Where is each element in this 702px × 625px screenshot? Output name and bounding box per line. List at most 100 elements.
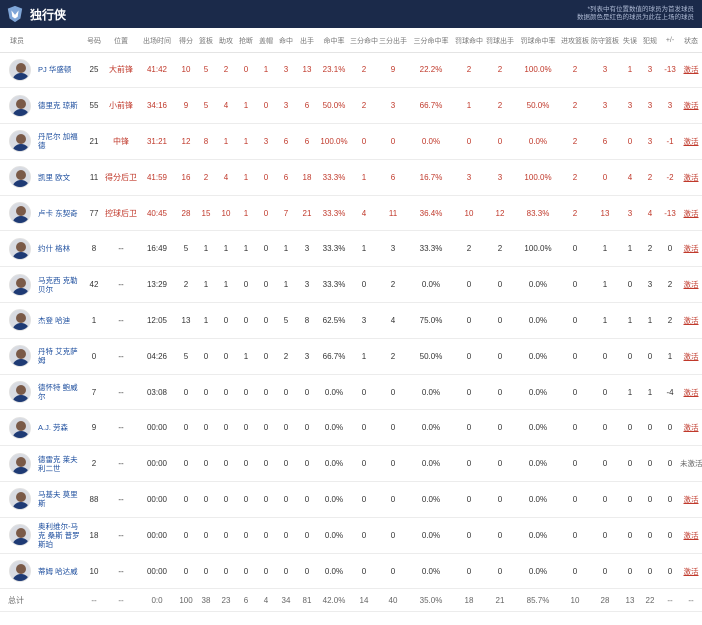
table-row[interactable]: 杰登 哈迪 1 -- 12:05 13 1 0 0 0 5 8 62.5% 3 4 75.0% 0 0 0.0% 0…: [0, 302, 702, 339]
player-name-link[interactable]: PJ 华盛顿: [38, 65, 72, 75]
player-name-link[interactable]: 德怀特 鲍威尔: [38, 383, 78, 402]
column-header[interactable]: 防守篮板: [590, 30, 620, 53]
status-badge[interactable]: 激活: [680, 302, 702, 339]
stat-fta: 0: [484, 266, 516, 304]
player-avatar[interactable]: [9, 345, 31, 368]
stat-position: --: [104, 338, 138, 375]
column-header[interactable]: 命中: [276, 30, 296, 53]
status-badge[interactable]: 激活: [680, 481, 702, 518]
player-avatar[interactable]: [9, 416, 31, 439]
status-badge[interactable]: 激活: [680, 52, 702, 89]
player-name-link[interactable]: 凯里 欧文: [38, 172, 71, 182]
player-name-link[interactable]: A.J. 劳森: [38, 423, 69, 433]
player-name-link[interactable]: 奥利维尔-马克 桑斯 普罗斯珀: [38, 521, 80, 549]
player-name-link[interactable]: 丹特 艾克萨姆: [38, 347, 78, 366]
status-badge[interactable]: 未激活: [680, 445, 702, 483]
player-name-link[interactable]: 马克西 克勒贝尔: [38, 275, 78, 294]
table-row[interactable]: A.J. 劳森 9 -- 00:00 0 0 0 0 0 0 0 0.0% 0 0 0.0% 0 0 0.0% 0 0…: [0, 409, 702, 447]
table-row[interactable]: 凯里 欧文 11 得分后卫 41:59 16 2 4 1 0 6 18 33.3% 1 6 16.7% 3 3 1…: [0, 159, 702, 196]
player-avatar[interactable]: [9, 524, 31, 547]
player-name-link[interactable]: 德里克 琼斯: [38, 101, 78, 111]
stat-pts: 2: [176, 266, 196, 304]
stat-fta: 0: [484, 374, 516, 411]
player-avatar[interactable]: [9, 273, 31, 296]
status-badge[interactable]: 激活: [680, 159, 702, 196]
player-avatar[interactable]: [9, 381, 31, 404]
column-header[interactable]: 三分命中: [350, 30, 378, 53]
player-name-link[interactable]: 卢卡 东契奇: [38, 208, 78, 218]
table-row[interactable]: 卢卡 东契奇 77 控球后卫 40:45 28 15 10 1 0 7 21 33.3% 4 11 36.4…: [0, 195, 702, 232]
table-row[interactable]: 约什 格林 8 -- 16:49 5 1 1 1 0 1 3 33.3% 1 3 33.3% 2 2 100.0%…: [0, 230, 702, 268]
player-avatar[interactable]: [9, 202, 31, 225]
column-header[interactable]: 篮板: [196, 30, 216, 53]
column-header[interactable]: 失误: [620, 30, 640, 53]
stat-pf: 0: [640, 409, 660, 447]
player-name-link[interactable]: 马基夫 莫里斯: [38, 490, 78, 509]
stat-oreb: 0: [560, 302, 590, 339]
column-header[interactable]: 出手: [296, 30, 318, 53]
column-header[interactable]: 助攻: [216, 30, 236, 53]
column-header[interactable]: 盖帽: [256, 30, 276, 53]
player-avatar[interactable]: [9, 237, 31, 260]
table-row[interactable]: 马基夫 莫里斯 88 -- 00:00 0 0 0 0 0 0 0 0.0% 0 0 0.0% 0 0 0.0% 0…: [0, 481, 702, 518]
stat-oreb: 2: [560, 123, 590, 160]
player-avatar[interactable]: [9, 58, 31, 81]
stat-tpm: 0: [350, 517, 378, 554]
column-header[interactable]: 号码: [84, 30, 104, 53]
stat-fgm: 6: [276, 159, 296, 196]
player-cell: A.J. 劳森: [0, 409, 84, 447]
status-badge[interactable]: 激活: [680, 517, 702, 554]
player-name-link[interactable]: 丹尼尔 加福德: [38, 132, 78, 151]
stat-fga: 3: [296, 266, 318, 304]
player-name-link[interactable]: 蒂姆 哈达威: [38, 566, 78, 576]
status-badge[interactable]: 激活: [680, 553, 702, 590]
column-header[interactable]: +/-: [660, 30, 680, 53]
player-avatar[interactable]: [9, 130, 31, 153]
player-avatar[interactable]: [9, 94, 31, 117]
column-header[interactable]: 三分出手: [378, 30, 408, 53]
stat-reb: 0: [196, 481, 216, 518]
player-avatar[interactable]: [9, 166, 31, 189]
player-avatar[interactable]: [9, 309, 31, 332]
column-header[interactable]: 三分命中率: [408, 30, 454, 53]
player-avatar[interactable]: [9, 560, 31, 583]
note-on-court: 数据颜色是红色的球员为此在上场的球员: [577, 14, 694, 21]
stat-tov: 4: [620, 159, 640, 196]
status-badge[interactable]: 激活: [680, 195, 702, 232]
status-badge[interactable]: 激活: [680, 266, 702, 304]
stat-ast: 0: [216, 553, 236, 590]
status-badge[interactable]: 激活: [680, 374, 702, 411]
column-header[interactable]: 抢断: [236, 30, 256, 53]
column-header[interactable]: 命中率: [318, 30, 350, 53]
column-header[interactable]: 犯规: [640, 30, 660, 53]
table-row[interactable]: 丹尼尔 加福德 21 中锋 31:21 12 8 1 1 3 6 6 100.0% 0 0 0.0% 0 0 0.…: [0, 123, 702, 160]
column-header[interactable]: 进攻篮板: [560, 30, 590, 53]
column-header[interactable]: 罚球命中率: [516, 30, 560, 53]
status-badge[interactable]: 激活: [680, 87, 702, 125]
column-header[interactable]: 得分: [176, 30, 196, 53]
table-row[interactable]: 德雷克 莱夫利二世 2 -- 00:00 0 0 0 0 0 0 0 0.0% 0 0 0.0% 0 0 0.0%…: [0, 445, 702, 483]
stat-position: --: [104, 302, 138, 339]
column-header[interactable]: 罚球出手: [484, 30, 516, 53]
column-header[interactable]: 罚球命中: [454, 30, 484, 53]
column-header[interactable]: 状态: [680, 30, 702, 53]
table-row[interactable]: 蒂姆 哈达威 10 -- 00:00 0 0 0 0 0 0 0 0.0% 0 0 0.0% 0 0 0.0% 0 0…: [0, 553, 702, 590]
player-avatar[interactable]: [9, 452, 31, 475]
table-row[interactable]: 奥利维尔-马克 桑斯 普罗斯珀 18 -- 00:00 0 0 0 0 0 0 0 0.0% 0 0 0.0…: [0, 517, 702, 554]
table-row[interactable]: 丹特 艾克萨姆 0 -- 04:26 5 0 0 1 0 2 3 66.7% 1 2 50.0% 0 0 0.0%…: [0, 338, 702, 375]
table-row[interactable]: 德怀特 鲍威尔 7 -- 03:08 0 0 0 0 0 0 0 0.0% 0 0 0.0% 0 0 0.0% 0 0…: [0, 374, 702, 411]
player-name-link[interactable]: 德雷克 莱夫利二世: [38, 454, 78, 473]
status-badge[interactable]: 激活: [680, 409, 702, 447]
table-row[interactable]: 马克西 克勒贝尔 42 -- 13:29 2 1 1 0 0 1 3 33.3% 0 2 0.0% 0 0 0.0…: [0, 266, 702, 304]
status-badge[interactable]: 激活: [680, 338, 702, 375]
column-header[interactable]: 出场时间: [138, 30, 176, 53]
status-badge[interactable]: 激活: [680, 123, 702, 160]
column-header[interactable]: 球员: [0, 30, 84, 53]
status-badge[interactable]: 激活: [680, 230, 702, 268]
table-row[interactable]: PJ 华盛顿 25 大前锋 41:42 10 5 2 0 1 3 13 23.1% 2 9 22.2% 2 2 1…: [0, 52, 702, 89]
player-avatar[interactable]: [9, 488, 31, 511]
player-name-link[interactable]: 约什 格林: [38, 244, 71, 254]
column-header[interactable]: 位置: [104, 30, 138, 53]
table-row[interactable]: 德里克 琼斯 55 小前锋 34:16 9 5 4 1 0 3 6 50.0% 2 3 66.7% 1 2 50.…: [0, 87, 702, 125]
player-name-link[interactable]: 杰登 哈迪: [38, 315, 71, 325]
